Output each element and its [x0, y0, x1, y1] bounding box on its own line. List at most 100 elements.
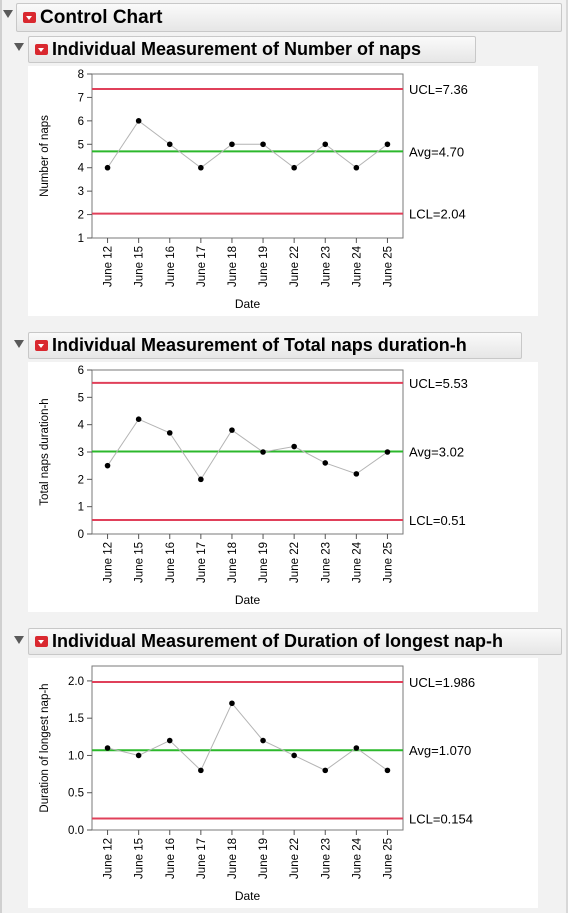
data-point — [198, 164, 204, 171]
series-line — [107, 120, 388, 169]
x-tick-label: June 17 — [196, 246, 208, 287]
x-tick-label: June 18 — [227, 838, 239, 879]
plot-frame — [91, 665, 404, 831]
x-tick-label: June 22 — [289, 838, 301, 879]
data-point — [198, 767, 204, 774]
data-point — [166, 141, 173, 148]
avg-label: Avg=1.070 — [409, 743, 471, 758]
lcl-label: LCL=2.04 — [409, 207, 466, 222]
data-point — [260, 141, 266, 148]
left-border — [0, 0, 2, 913]
chart-header-2: Individual Measurement of Total naps dur… — [28, 332, 522, 359]
y-tick-label: 8 — [78, 69, 84, 81]
chart-title: Individual Measurement of Number of naps — [52, 39, 422, 59]
data-point — [291, 443, 297, 450]
data-point — [135, 118, 142, 124]
chart-title: Individual Measurement of Duration of lo… — [52, 631, 504, 651]
disclosure-triangle-icon[interactable] — [3, 10, 13, 18]
x-tick-label: June 16 — [165, 246, 177, 287]
data-point — [322, 141, 329, 148]
data-point — [260, 449, 266, 455]
data-point — [104, 745, 111, 751]
y-tick-label: 1 — [78, 233, 84, 245]
x-tick-label: June 25 — [382, 542, 394, 583]
x-tick-label: June 25 — [382, 246, 394, 287]
disclosure-triangle-icon[interactable] — [14, 636, 24, 644]
x-tick-label: June 16 — [165, 542, 177, 583]
lcl-label: LCL=0.51 — [409, 513, 466, 528]
y-tick-label: 2 — [78, 210, 84, 222]
x-tick-label: June 15 — [134, 542, 146, 583]
y-tick-label: 6 — [78, 365, 84, 377]
x-tick-label: June 24 — [351, 245, 363, 287]
x-tick-label: June 23 — [320, 838, 332, 879]
data-point — [166, 430, 173, 436]
x-tick-label: June 12 — [103, 838, 115, 879]
disclosure-triangle-icon[interactable] — [14, 43, 24, 51]
red-triangle-menu-icon[interactable] — [23, 12, 36, 23]
x-tick-label: June 17 — [196, 542, 208, 583]
y-tick-label: 3 — [78, 447, 84, 459]
y-tick-label: 3 — [78, 186, 84, 198]
x-tick-label: June 16 — [165, 838, 177, 879]
data-point — [104, 462, 111, 469]
control-chart-total-naps-duration: 0 1 2 3 4 5 6 Total naps duration-h June 12 June … — [28, 362, 538, 612]
x-tick-label: June 22 — [289, 246, 301, 287]
x-tick-label: June 24 — [351, 541, 363, 583]
red-triangle-menu-icon[interactable] — [35, 44, 48, 55]
y-tick-label: 0 — [78, 529, 84, 541]
y-tick-label: 5 — [78, 139, 84, 151]
data-point — [260, 737, 266, 744]
data-point — [198, 476, 204, 483]
data-point — [322, 767, 329, 774]
data-point — [135, 416, 142, 422]
y-tick-label: 1.5 — [68, 713, 84, 725]
x-tick-label: June 22 — [289, 542, 301, 583]
x-tick-label: June 15 — [134, 838, 146, 879]
x-tick-label: June 12 — [103, 246, 115, 287]
y-axis-label: Total naps duration-h — [39, 398, 51, 505]
y-tick-label: 2.0 — [68, 676, 84, 688]
ucl-label: UCL=7.36 — [409, 82, 468, 97]
report-header: Control Chart — [16, 3, 562, 32]
x-tick-label: June 18 — [227, 542, 239, 583]
data-point — [384, 449, 391, 455]
y-axis-label: Number of naps — [39, 115, 51, 197]
y-tick-label: 2 — [78, 474, 84, 486]
control-chart-number-of-naps: 1 2 3 4 5 6 7 8 Number of naps June 12 June 15 June… — [28, 66, 538, 316]
series-line — [107, 702, 388, 772]
data-point — [104, 164, 111, 171]
x-axis-label: Date — [235, 593, 261, 607]
y-axis-label: Duration of longest nap-h — [39, 683, 51, 812]
x-axis-label: Date — [235, 297, 261, 311]
avg-label: Avg=3.02 — [409, 444, 464, 459]
avg-label: Avg=4.70 — [409, 144, 464, 159]
chart-header-3: Individual Measurement of Duration of lo… — [28, 628, 562, 655]
data-point — [384, 141, 391, 148]
disclosure-triangle-icon[interactable] — [14, 340, 24, 348]
red-triangle-menu-icon[interactable] — [35, 340, 48, 351]
data-point — [229, 700, 235, 707]
x-tick-label: June 19 — [258, 246, 270, 287]
ucl-label: UCL=5.53 — [409, 376, 468, 391]
red-triangle-menu-icon[interactable] — [35, 636, 48, 647]
ucl-label: UCL=1.986 — [409, 675, 475, 690]
plot-frame — [91, 73, 404, 239]
data-point — [353, 164, 360, 171]
y-tick-label: 5 — [78, 392, 84, 404]
x-tick-label: June 23 — [320, 542, 332, 583]
y-tick-label: 0.5 — [68, 788, 84, 800]
data-point — [135, 752, 142, 759]
right-border — [566, 0, 568, 913]
data-point — [166, 737, 173, 744]
control-chart-longest-nap-duration: 0.0 0.5 1.0 1.5 2.0 Duration of longest nap-h… — [28, 658, 538, 908]
y-tick-label: 0.0 — [68, 825, 84, 837]
y-tick-label: 1.0 — [68, 750, 84, 762]
x-tick-label: June 19 — [258, 542, 270, 583]
x-tick-label: June 15 — [134, 246, 146, 287]
y-tick-label: 6 — [78, 116, 84, 128]
data-point — [229, 141, 235, 148]
x-tick-label: June 17 — [196, 838, 208, 879]
x-tick-label: June 23 — [320, 246, 332, 287]
data-point — [229, 427, 235, 433]
